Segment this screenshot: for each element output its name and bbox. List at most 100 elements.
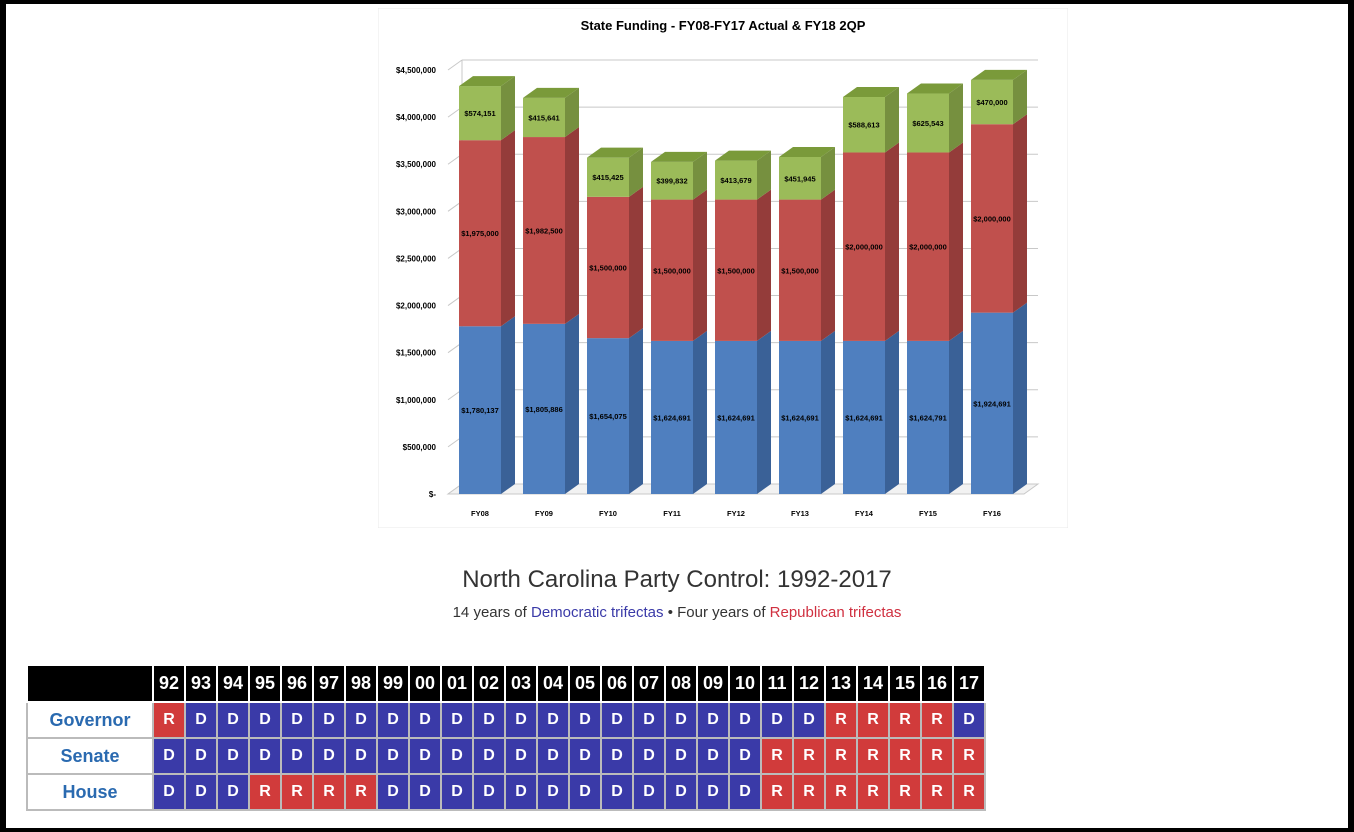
y-tick-label: $3,500,000 [396, 160, 437, 169]
party-control-subtitle: 14 years of Democratic trifectas • Four … [6, 604, 1348, 621]
data-label: $451,945 [784, 174, 815, 183]
party-cell: D [568, 773, 602, 811]
party-cell: D [312, 701, 346, 739]
bar-segment [779, 199, 821, 341]
x-tick-label: FY11 [663, 509, 681, 518]
y-tick-label: $1,500,000 [396, 349, 437, 358]
year-header: 10 [728, 664, 762, 703]
party-cell: R [920, 701, 954, 739]
year-header: 09 [696, 664, 730, 703]
party-cell: R [856, 773, 890, 811]
party-cell: D [472, 701, 506, 739]
data-label: $1,624,691 [717, 413, 755, 422]
party-cell: D [760, 701, 794, 739]
year-header: 98 [344, 664, 378, 703]
party-cell: D [728, 773, 762, 811]
party-cell: D [248, 701, 282, 739]
bar-top [587, 147, 643, 158]
bar-segment [907, 93, 949, 153]
party-cell: R [344, 773, 378, 811]
party-cell: D [504, 701, 538, 739]
bar-top [907, 83, 963, 94]
party-cell: R [280, 773, 314, 811]
party-cell: D [696, 737, 730, 775]
party-cell: D [472, 773, 506, 811]
party-control-title: North Carolina Party Control: 1992-2017 [462, 566, 892, 593]
row-label: Senate [26, 737, 154, 775]
bar-side [757, 150, 771, 200]
bar-segment [651, 199, 693, 341]
y-tick-label: $- [429, 490, 436, 499]
bar-side [565, 87, 579, 138]
party-cell: D [184, 773, 218, 811]
data-label: $1,924,691 [973, 399, 1011, 408]
bar-top [459, 76, 515, 87]
bar-top [523, 87, 579, 98]
party-cell: R [792, 737, 826, 775]
data-label: $415,641 [528, 113, 559, 122]
party-cell: D [344, 701, 378, 739]
party-cell: D [152, 737, 186, 775]
party-cell: D [696, 773, 730, 811]
x-tick-label: FY14 [855, 509, 874, 518]
data-label: $1,500,000 [717, 266, 755, 275]
data-label: $1,624,691 [653, 413, 691, 422]
party-cell: D [664, 701, 698, 739]
bar-top [843, 87, 899, 98]
party-cell: D [184, 737, 218, 775]
bar-top [971, 69, 1027, 80]
year-header: 17 [952, 664, 986, 703]
party-cell: R [920, 773, 954, 811]
bar-side [693, 189, 707, 341]
header-corner [26, 664, 154, 703]
year-header: 05 [568, 664, 602, 703]
party-cell: D [664, 773, 698, 811]
party-row-house: House D D D R R R R D D D D D D D D D D D D R R R R R R R [26, 773, 986, 811]
party-cell: R [856, 701, 890, 739]
party-cell: D [440, 737, 474, 775]
party-cell: D [376, 737, 410, 775]
data-label: $470,000 [976, 98, 1007, 107]
bar-side [949, 330, 963, 494]
funding-chart-svg: State Funding - FY08-FY17 Actual & FY18 … [378, 8, 1068, 528]
party-cell: D [600, 737, 634, 775]
party-cell: D [152, 773, 186, 811]
bar-side [629, 186, 643, 339]
party-cell: D [504, 737, 538, 775]
party-cell: R [888, 773, 922, 811]
data-label: $399,832 [656, 177, 687, 186]
party-cell: R [248, 773, 282, 811]
bar-side [693, 330, 707, 494]
data-label: $1,975,000 [461, 229, 499, 238]
bar-side [757, 330, 771, 494]
year-header: 95 [248, 664, 282, 703]
bar-segment [715, 199, 757, 341]
party-row-governor: Governor R D D D D D D D D D D D D D D D D D D D D R R R R D [26, 701, 986, 739]
data-label: $1,500,000 [589, 263, 627, 272]
bar-side [949, 83, 963, 153]
subtitle-republican: Republican trifectas [769, 604, 902, 621]
data-label: $2,000,000 [909, 243, 947, 252]
row-label: House [26, 773, 154, 811]
party-cell: D [504, 773, 538, 811]
year-header: 16 [920, 664, 954, 703]
year-header: 93 [184, 664, 218, 703]
x-tick-label: FY09 [535, 509, 553, 518]
data-label: $415,425 [592, 173, 623, 182]
bar-side [821, 330, 835, 494]
chart-title: State Funding - FY08-FY17 Actual & FY18 … [581, 18, 866, 33]
bar-side [885, 142, 899, 341]
bar-side [693, 151, 707, 200]
year-header: 11 [760, 664, 794, 703]
party-cell: R [856, 737, 890, 775]
year-header: 06 [600, 664, 634, 703]
data-label: $2,000,000 [845, 243, 883, 252]
party-cell: D [408, 737, 442, 775]
bar-top [715, 150, 771, 161]
party-cell: R [920, 737, 954, 775]
y-tick-label: $2,000,000 [396, 302, 437, 311]
data-label: $1,780,137 [461, 406, 499, 415]
x-tick-label: FY10 [599, 509, 617, 518]
bar-side [1013, 114, 1027, 313]
bar-side [885, 330, 899, 494]
